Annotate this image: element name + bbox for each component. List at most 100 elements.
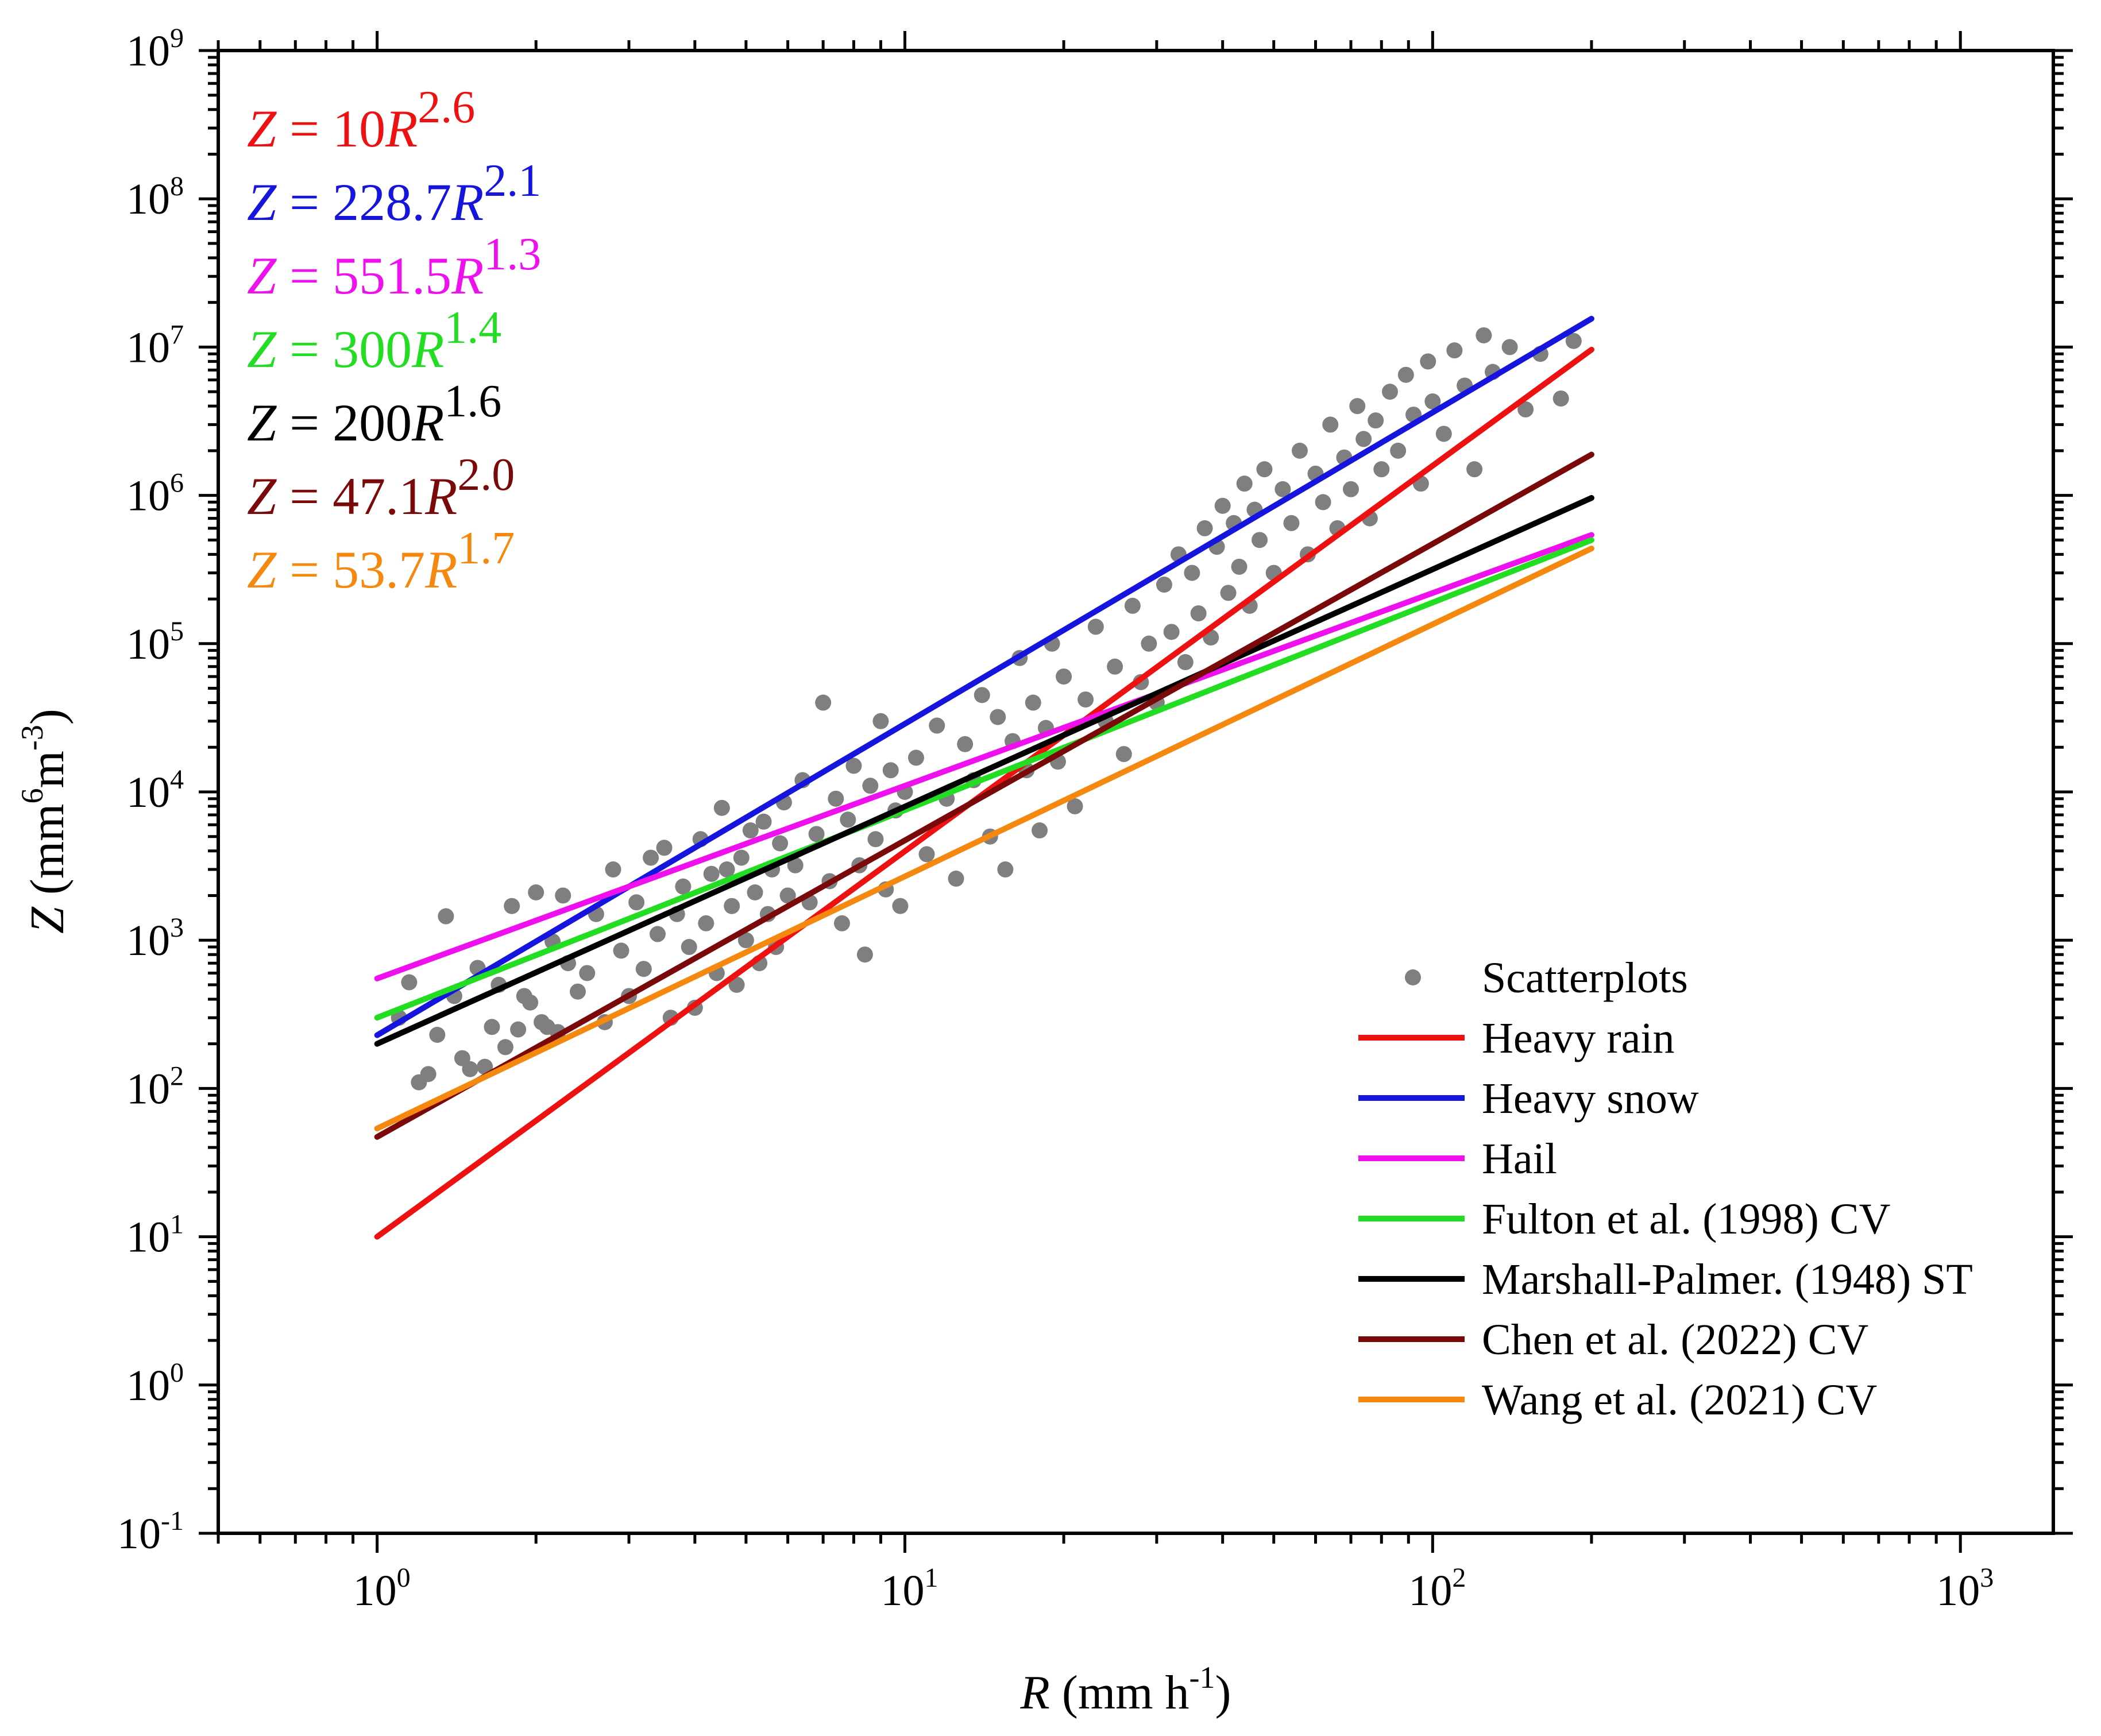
scatter-point (1231, 558, 1248, 575)
equation-label: Z = 551.5R1.3 (247, 229, 541, 305)
scatter-point (1283, 515, 1300, 531)
scatter-point (1368, 412, 1384, 429)
scatter-point (1476, 327, 1492, 343)
scatter-point (828, 790, 844, 807)
scatter-point (779, 887, 796, 904)
legend-label: Heavy rain (1482, 1014, 1675, 1062)
scatter-point (698, 915, 715, 931)
scatter-point (808, 826, 825, 842)
scatter-point (815, 694, 832, 711)
legend-item: Marshall-Palmer. (1948) ST (1358, 1255, 1973, 1304)
scatter-point (1424, 393, 1441, 410)
scatter-point (401, 974, 418, 991)
scatter-point (787, 857, 804, 873)
x-tick-label: 103 (1936, 1563, 1994, 1615)
scatter-point (733, 849, 750, 866)
equation-label: Z = 200R1.6 (247, 376, 501, 452)
scatter-point (635, 961, 652, 977)
y-tick-labels: 10-1 100 101 102 103 104 105 106 107 108 109 (117, 23, 184, 1558)
scatter-point (1115, 746, 1132, 763)
legend-label: Marshall-Palmer. (1948) ST (1482, 1255, 1973, 1304)
scatter-point (840, 811, 856, 828)
y-tick-label: 10-1 (117, 1506, 184, 1558)
scatter-point (1156, 577, 1172, 593)
scatter-point (1236, 475, 1253, 492)
legend-item: Heavy rain (1358, 1014, 1675, 1062)
scatter-point (1196, 520, 1213, 536)
y-tick-label: 107 (126, 319, 184, 372)
scatter-point (1056, 668, 1072, 685)
scatter-point (1107, 658, 1123, 675)
scatter-point (1349, 398, 1366, 415)
scatter-point (1163, 624, 1180, 640)
axes (199, 31, 2073, 1553)
scatter-point (1124, 597, 1141, 614)
scatter-point (1274, 481, 1291, 497)
scatter-point (742, 822, 759, 839)
y-tick-label: 101 (126, 1209, 184, 1262)
scatter-point (1435, 426, 1452, 442)
scatter-point (1177, 654, 1194, 671)
legend-item: Wang et al. (2021) CV (1358, 1376, 1877, 1424)
scatter-point (1214, 497, 1231, 514)
scatter-point (1067, 798, 1083, 815)
scatter-point (1420, 353, 1436, 370)
scatter-point (1315, 494, 1331, 511)
scatter-point (675, 878, 692, 895)
y-tick-label: 102 (126, 1061, 184, 1113)
y-tick-label: 104 (126, 764, 184, 817)
y-tick-label: 100 (126, 1358, 184, 1410)
equation-label: Z = 47.1R2.0 (247, 450, 515, 525)
scatter-point (1256, 461, 1273, 478)
scatter-point (1342, 481, 1359, 497)
equation-label: Z = 300R1.4 (247, 303, 501, 378)
scatter-point (1077, 691, 1094, 708)
scatter-point (833, 915, 850, 931)
scatter-point (484, 1019, 500, 1035)
scatter-point (728, 976, 745, 993)
x-tick-label: 101 (880, 1563, 938, 1615)
scatter-point (703, 865, 720, 882)
y-tick-label: 108 (126, 171, 184, 223)
scatter-point (929, 717, 945, 734)
scatter-point (974, 687, 990, 703)
scatter-point (1466, 461, 1483, 478)
scatter-point (1291, 442, 1308, 459)
scatter-point (656, 840, 673, 856)
y-tick-label: 109 (126, 23, 184, 75)
scatter-point (755, 813, 772, 830)
scatter-point (462, 1061, 478, 1077)
scatter-point (522, 994, 539, 1011)
scatter-point (1184, 565, 1200, 581)
x-tick-label: 102 (1408, 1563, 1466, 1615)
legend-label: Chen et al. (2022) CV (1482, 1316, 1868, 1364)
scatter-point (737, 932, 754, 949)
x-tick-labels: 100 101 102 103 (353, 1563, 1994, 1615)
scatter-point (1517, 401, 1534, 417)
legend-label: Fulton et al. (1998) CV (1482, 1195, 1891, 1243)
legend-item: Chen et al. (2022) CV (1358, 1316, 1868, 1364)
scatter-point (882, 762, 899, 779)
scatter-point (1252, 532, 1268, 548)
legend-label: Heavy snow (1482, 1074, 1699, 1123)
scatter-point (1446, 342, 1463, 359)
scatter-point (907, 749, 924, 766)
scatter-point (497, 1039, 513, 1055)
scatter-point (957, 736, 974, 752)
scatter-point (1552, 390, 1569, 407)
scatter-point (719, 861, 735, 878)
legend: Scatterplots Heavy rain Heavy snow Hail Fult… (1358, 954, 1973, 1424)
series-line (374, 315, 1594, 1038)
scatter-point (438, 908, 454, 925)
scatter-point (528, 884, 544, 901)
scatter-point (420, 1066, 437, 1082)
scatter-point (1220, 585, 1237, 601)
scatter-point (613, 942, 629, 959)
scatter-point (990, 709, 1006, 725)
scatter-point (477, 1058, 493, 1075)
y-tick-label: 106 (126, 468, 184, 520)
legend-label: Wang et al. (2021) CV (1482, 1376, 1877, 1424)
legend-item: Heavy snow (1358, 1074, 1699, 1123)
scatter-point (862, 778, 879, 794)
